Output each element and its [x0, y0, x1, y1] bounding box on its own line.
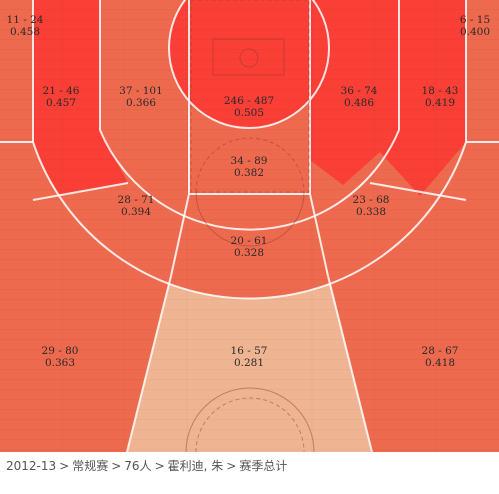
zone-label-pct-three-left: 0.363 [45, 357, 75, 369]
zone-label-attempts-mid-top: 20 - 61 [231, 235, 268, 247]
zone-label-pct-paint-non-ra: 0.382 [234, 167, 264, 179]
breadcrumb-separator: > [226, 459, 237, 473]
zone-label-attempts-three-right: 28 - 67 [422, 345, 459, 357]
zone-boundaries [0, 0, 499, 452]
zone-label-pct-mid-elbow-right: 0.338 [356, 206, 386, 218]
zone-label-attempts-mid-wing-left: 37 - 101 [119, 85, 163, 97]
zone-label-pct-corner-right: 0.400 [460, 26, 490, 38]
zone-label-attempts-mid-elbow-left: 28 - 71 [118, 194, 155, 206]
shot-chart: 11 - 24 0.458 6 - 15 0.400 21 - 46 0.457 37 - … [0, 0, 499, 452]
breadcrumb-season-type[interactable]: 常规赛 [72, 459, 109, 473]
zone-label-attempts-mid-wing-right: 36 - 74 [341, 85, 378, 97]
zone-label-pct-mid-baseline-right: 0.419 [425, 97, 455, 109]
zone-label-attempts-restricted-area: 246 - 487 [224, 95, 274, 107]
breadcrumb: 2012-13 > 常规赛 >76人 > 霍利迪, 朱 > 赛季总计 [6, 457, 287, 477]
zone-label-attempts-three-left: 29 - 80 [42, 345, 79, 357]
breadcrumb-team[interactable]: 76人 [124, 459, 152, 473]
breadcrumb-separator: > [59, 459, 70, 473]
zone-label-attempts-mid-baseline-right: 18 - 43 [422, 85, 459, 97]
zone-labels: 11 - 240.458 6 - 150.400 21 - 460.457 37 - … [7, 14, 491, 369]
shot-chart-svg: 11 - 240.458 6 - 150.400 21 - 460.457 37 - … [0, 0, 499, 452]
zone-label-pct-mid-wing-left: 0.366 [126, 97, 156, 109]
breadcrumb-separator: > [154, 459, 165, 473]
zone-label-pct-three-top: 0.281 [234, 357, 264, 369]
zone-label-pct-mid-top: 0.328 [234, 247, 264, 259]
zone-label-attempts-corner-left: 11 - 24 [7, 14, 44, 26]
zone-label-pct-mid-elbow-left: 0.394 [121, 206, 151, 218]
breadcrumb-season[interactable]: 2012-13 [6, 459, 57, 473]
zone-label-attempts-three-top: 16 - 57 [231, 345, 268, 357]
zone-label-attempts-mid-elbow-right: 23 - 68 [353, 194, 390, 206]
zone-label-attempts-corner-right: 6 - 15 [460, 14, 490, 26]
breadcrumb-totals: 赛季总计 [239, 459, 288, 473]
breadcrumb-player[interactable]: 霍利迪, 朱 [167, 459, 224, 473]
zone-label-pct-mid-wing-right: 0.486 [344, 97, 374, 109]
zone-label-attempts-mid-baseline-left: 21 - 46 [43, 85, 80, 97]
breadcrumb-separator: > [111, 459, 122, 473]
zone-label-pct-three-right: 0.418 [425, 357, 455, 369]
zone-label-pct-mid-baseline-left: 0.457 [46, 97, 76, 109]
zone-label-pct-corner-left: 0.458 [10, 26, 40, 38]
zone-label-pct-restricted-area: 0.505 [234, 107, 264, 119]
court-markings [185, 0, 315, 452]
zone-label-attempts-paint-non-ra: 34 - 89 [231, 155, 268, 167]
